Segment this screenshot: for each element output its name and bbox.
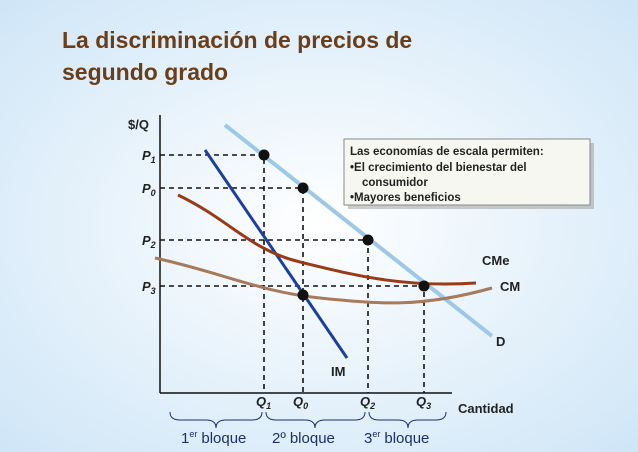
letter: Q	[360, 394, 370, 409]
callout-line: Las economías de escala permiten:	[350, 146, 544, 158]
brace	[169, 411, 263, 429]
point	[297, 289, 309, 301]
quantity-label: Q1	[256, 394, 271, 411]
subscript: 2	[150, 240, 156, 250]
average-cost-curve	[177, 193, 477, 286]
point	[258, 149, 270, 161]
letter: Q	[416, 394, 426, 409]
curve-label: CMe	[482, 253, 509, 268]
subscript: 3	[426, 401, 431, 411]
callout-line: •El crecimiento del bienestar del	[350, 162, 527, 174]
price-label: P0	[142, 181, 156, 198]
callout: Las economías de escala permiten: •El cr…	[343, 138, 594, 209]
price-label: P2	[142, 233, 156, 250]
callout-line: consumidor	[362, 177, 428, 189]
letter: Q	[256, 394, 266, 409]
brace	[368, 411, 447, 429]
block-word: bloque	[290, 430, 335, 447]
superscript: er	[372, 429, 380, 439]
title-line: segundo grado	[62, 59, 228, 85]
curve-label: CM	[500, 279, 520, 294]
points	[258, 149, 430, 301]
block-label: 1er bloque	[181, 429, 246, 447]
subscript: 3	[151, 286, 156, 296]
curve-label: IM	[331, 364, 345, 379]
point	[418, 280, 430, 292]
guide-p0	[160, 187, 304, 393]
block-number: 1	[181, 430, 189, 447]
letter: P	[142, 233, 151, 248]
quantity-label: Q3	[416, 394, 431, 411]
letter: P	[142, 181, 151, 196]
callout-box	[343, 138, 591, 206]
letter: P	[142, 148, 151, 163]
y-axis-label: $/Q	[128, 117, 149, 132]
letter: Q	[293, 394, 303, 409]
demand-curve	[223, 123, 494, 338]
callout-line: •Mayores beneficios	[350, 192, 461, 204]
point	[297, 182, 309, 194]
subscript: 1	[151, 155, 156, 165]
quantity-label: Q0	[293, 394, 308, 411]
curve-label: D	[496, 334, 505, 349]
brace	[265, 411, 366, 429]
subscript: 2	[369, 401, 375, 411]
superscript: er	[189, 429, 197, 439]
price-label: P3	[142, 279, 156, 296]
block-label: 2º bloque	[272, 430, 335, 447]
block-word: bloque	[384, 430, 429, 447]
block-number: 3	[364, 430, 372, 447]
title-line: La discriminación de precios de	[62, 27, 412, 53]
quantity-label: Q2	[360, 394, 375, 411]
x-axis-label: Cantidad	[458, 401, 514, 416]
subscript: 0	[151, 188, 156, 198]
price-label: P1	[142, 148, 156, 165]
block-number: 2º	[272, 430, 286, 447]
point	[362, 234, 374, 246]
subscript: 0	[303, 401, 308, 411]
marginal-cost-curve	[154, 256, 493, 305]
block-label: 3er bloque	[364, 429, 429, 447]
subscript: 1	[266, 401, 271, 411]
letter: P	[142, 279, 151, 294]
block-word: bloque	[201, 430, 246, 447]
braces	[169, 411, 447, 429]
